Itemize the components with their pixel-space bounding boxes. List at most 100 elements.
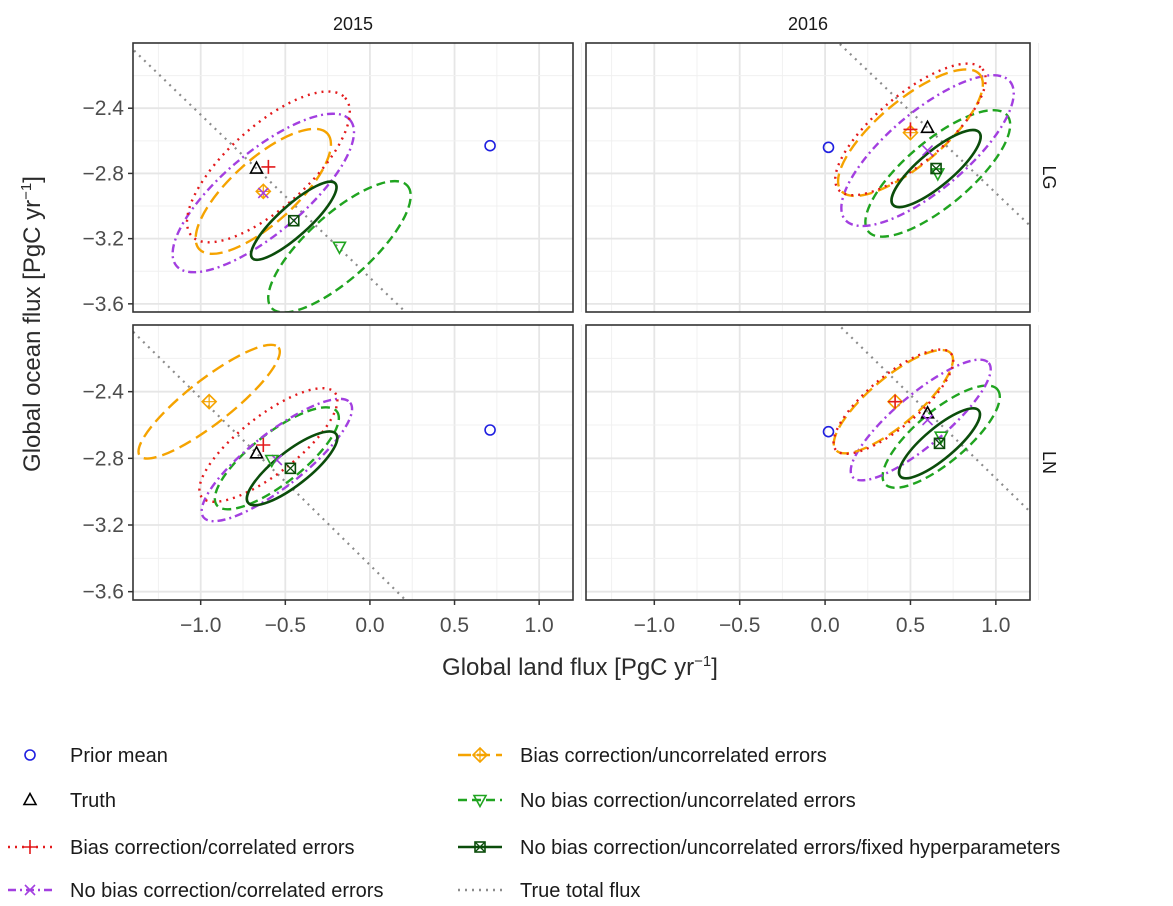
legend-key (22, 791, 38, 806)
y-axis-title: Global ocean flux [PgC yr−1] (18, 176, 46, 472)
true-total-flux-line (133, 330, 408, 600)
ellipse-bc_corr (198, 386, 339, 504)
legend-item-nobc_fixed: No bias correction/uncorrelated errors/f… (458, 837, 1060, 859)
ellipse-nobc_fixed (897, 407, 982, 480)
x-tick-label: 0.0 (355, 614, 384, 637)
panel-2016-ln (585, 324, 1040, 601)
true-total-flux-line (837, 325, 1030, 514)
x-tick-label: 0.5 (896, 614, 925, 637)
x-tick-label: 1.0 (981, 614, 1010, 637)
x-tick-label: 0.5 (440, 614, 469, 637)
ellipse-nobc_fixed (249, 180, 338, 262)
axis-layer: −2.4 −2.8 −3.2 −3.6 −2.4 −2.8 −3.2 −3.6 −1.0 −0.5… (83, 97, 1011, 637)
x-tick-label: −1.0 (180, 614, 221, 637)
y-tick-label: −2.4 (83, 97, 125, 120)
panel-border (585, 324, 1031, 601)
legend-label: True total flux (520, 880, 640, 902)
grid (133, 43, 582, 312)
facet-row-label-lg: LG (1039, 165, 1059, 189)
ellipse-bc_corr (832, 348, 955, 455)
legend-marker-nobc_fixed (474, 841, 486, 853)
ellipse-bc_uncorr (194, 127, 333, 256)
facet-col-label-2015: 2015 (333, 14, 373, 34)
legend-label: Prior mean (70, 745, 168, 767)
legend-label: Bias correction/correlated errors (70, 837, 355, 859)
x-tick-label: −0.5 (719, 614, 760, 637)
x-tick-label: −1.0 (634, 614, 675, 637)
panel-border (132, 42, 574, 313)
grid (586, 43, 1040, 312)
point-nobc_uncorr (930, 168, 946, 182)
point-nobc_fixed (933, 437, 946, 450)
x-tick-label: 1.0 (525, 614, 554, 637)
point-truth (920, 405, 935, 419)
legend-label: No bias correction/uncorrelated errors/f… (520, 837, 1060, 859)
legend-key (458, 841, 502, 853)
legend-label: No bias correction/correlated errors (70, 880, 383, 902)
ellipse-nobc_corr (840, 73, 1015, 228)
point-bc_corr (261, 159, 276, 174)
y-tick-label: −2.8 (83, 162, 124, 185)
legend-key (458, 746, 502, 764)
point-bc_uncorr (255, 183, 272, 200)
ellipse-nobc_fixed (890, 128, 982, 209)
point-nobc_fixed (284, 462, 297, 475)
point-nobc_corr (921, 145, 934, 157)
legend-item-bc_uncorr: Bias correction/uncorrelated errors (458, 745, 827, 767)
ellipse-bc_uncorr (137, 343, 282, 460)
point-prior (484, 139, 496, 152)
point-bc_uncorr (201, 393, 218, 410)
legend-key (8, 884, 52, 896)
panels-layer (132, 42, 1040, 601)
point-bc_corr (888, 394, 903, 409)
legend-item-bc_corr: Bias correction/correlated errors (8, 837, 355, 859)
point-prior (822, 141, 835, 154)
point-truth (249, 445, 264, 459)
x-tick-label: 0.0 (810, 614, 839, 637)
y-tick-label: −3.6 (83, 293, 124, 316)
point-truth (249, 160, 264, 174)
ellipse-nobc_corr (849, 358, 992, 482)
ellipse-nobc_uncorr (267, 179, 412, 312)
point-nobc_corr (921, 414, 934, 426)
point-bc_corr (903, 122, 918, 137)
y-tick-label: −2.8 (83, 447, 124, 470)
legend-marker-nobc_uncorr (472, 794, 488, 809)
true-total-flux-line (133, 47, 408, 312)
point-nobc_uncorr (332, 241, 347, 255)
legend-label: Bias correction/uncorrelated errors (520, 745, 827, 767)
legend-marker-bc_corr (23, 840, 37, 854)
ellipse-bc_uncorr (836, 68, 985, 198)
legend-marker-bc_uncorr (471, 746, 489, 764)
point-nobc_fixed (930, 162, 942, 175)
point-nobc_uncorr (264, 454, 280, 469)
panel-border (585, 42, 1031, 313)
x-tick-label: −0.5 (265, 614, 306, 637)
x-axis-title: Global land flux [PgC yr−1] (442, 653, 718, 681)
true-total-flux-line (837, 43, 1030, 228)
legend-key (24, 749, 36, 761)
legend-marker-prior (24, 749, 36, 761)
grid (586, 325, 1040, 600)
legend-key (458, 794, 502, 809)
grid (133, 325, 582, 600)
point-nobc_corr (257, 187, 269, 199)
y-tick-label: −3.2 (83, 228, 124, 251)
legend: Prior mean Truth Bias correction/correlate… (8, 745, 1060, 902)
facet-row-label-ln: LN (1039, 451, 1059, 474)
facet-col-label-2016: 2016 (788, 14, 828, 34)
panel-2015-ln (132, 324, 582, 601)
legend-marker-nobc_corr (24, 884, 36, 896)
point-truth (920, 119, 935, 134)
y-tick-label: −3.6 (83, 581, 124, 604)
ellipse-bc_corr (185, 90, 351, 244)
panel-2015-lg (132, 42, 582, 313)
y-tick-label: −2.4 (83, 381, 125, 404)
legend-item-nobc_corr: No bias correction/correlated errors (8, 880, 383, 902)
panel-border (132, 324, 574, 601)
legend-item-true_total: True total flux (458, 880, 640, 902)
legend-item-prior: Prior mean (24, 745, 168, 767)
legend-label: Truth (70, 790, 116, 812)
legend-label: No bias correction/uncorrelated errors (520, 790, 856, 812)
